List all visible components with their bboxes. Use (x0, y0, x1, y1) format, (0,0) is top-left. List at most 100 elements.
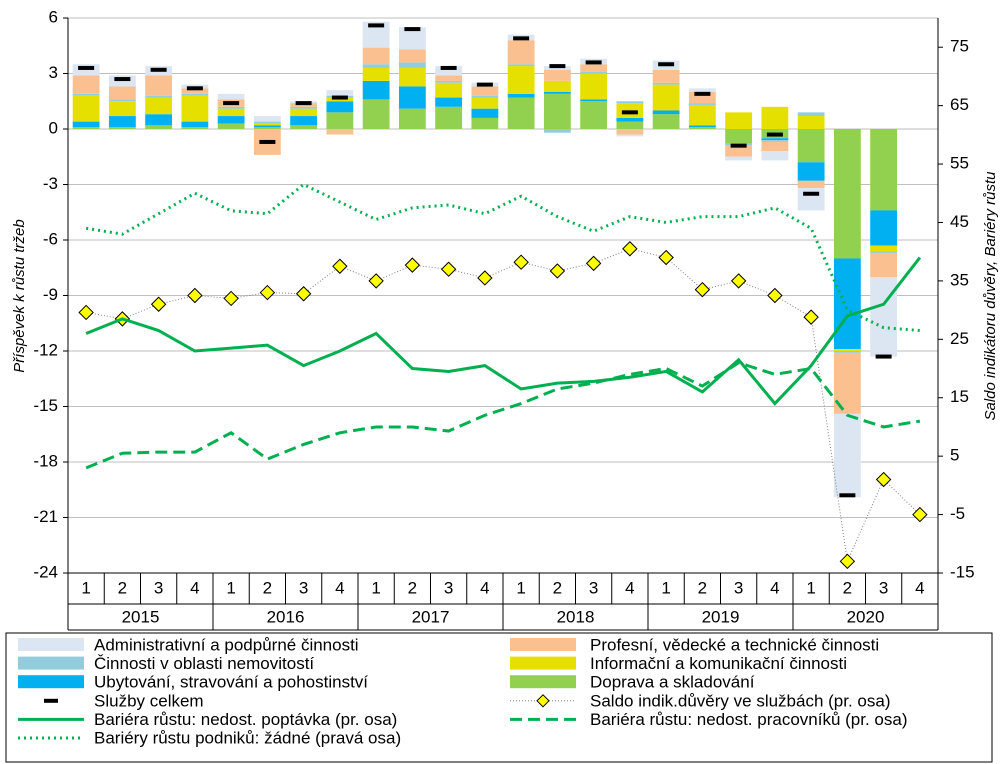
y2-tick-label: -15 (950, 562, 975, 581)
bar-segment (362, 80, 390, 100)
total-marker (295, 101, 312, 106)
bar-segment (181, 127, 209, 129)
bar-segment (797, 162, 825, 181)
y2-tick-label: 5 (950, 446, 959, 465)
bar-segment (616, 134, 644, 137)
bar-segment (725, 145, 753, 157)
bar-segment (181, 121, 209, 128)
y-tick-label: 3 (49, 63, 58, 82)
diamond-marker (440, 261, 457, 277)
bar-segment (580, 64, 608, 72)
x-tick-label: 1 (516, 578, 525, 597)
bar-segment (217, 106, 245, 109)
bar-segment (833, 349, 861, 351)
legend-box (5, 632, 993, 763)
legend-label: Bariéra růstu: nedost. poptávka (pr. osa… (94, 710, 397, 729)
x-tick-label: 3 (589, 578, 598, 597)
bar-segment (108, 86, 136, 100)
y-tick-label: -12 (33, 340, 58, 359)
bar-segment (833, 413, 861, 498)
legend-swatch (510, 675, 576, 689)
legend-label: Činnosti v oblasti nemovitostí (94, 654, 314, 673)
bar-segment (725, 112, 753, 129)
bar-segment (870, 129, 898, 211)
bar-segment (362, 47, 390, 65)
x-tick-label: 4 (190, 578, 199, 597)
y-tick-label: -9 (43, 285, 58, 304)
bar-segment (652, 114, 680, 129)
bar-segment (580, 73, 608, 100)
bar-segment (870, 245, 898, 252)
diamond-marker (513, 254, 529, 270)
y-tick-label: -3 (43, 174, 58, 193)
y-tick-label: 0 (49, 118, 58, 137)
x-tick-label: 4 (915, 578, 924, 597)
total-marker (730, 143, 747, 148)
legend-label: Informační a komunikační činnosti (590, 654, 847, 673)
legend-label: Profesní, vědecké a technické činnosti (590, 635, 879, 654)
total-marker (259, 139, 276, 144)
bar-segment (797, 129, 825, 163)
x-tick-label: 2 (263, 578, 272, 597)
bar-segment (253, 125, 281, 128)
diamond-marker (259, 284, 276, 301)
series-line (85, 182, 920, 333)
bar-segment (797, 112, 825, 117)
bar-segment (145, 114, 173, 126)
bar-segment (435, 106, 463, 129)
bar-segment (181, 95, 209, 122)
total-marker (875, 354, 892, 359)
x-tick-label: 2 (698, 578, 707, 597)
year-label: 2020 (847, 607, 885, 626)
diamond-marker (404, 257, 421, 273)
bar-segment (471, 86, 499, 96)
total-marker (513, 36, 530, 41)
legend-swatch (18, 675, 84, 689)
y-tick-label: -21 (33, 507, 58, 526)
legend-swatch (510, 638, 576, 651)
bar-segment (253, 123, 281, 126)
bar-segment (145, 125, 173, 129)
diamond-marker (78, 304, 94, 321)
bar-segment (253, 127, 281, 129)
bar-segment (108, 127, 136, 129)
bar-segment (435, 66, 463, 76)
legend-swatch (18, 656, 84, 670)
bar-segment (217, 93, 245, 100)
diamond-marker (187, 287, 203, 304)
bar-segment (725, 129, 753, 144)
y-axis-label: Příspěvek k růstu tržeb (11, 219, 28, 372)
diamond-marker (912, 506, 928, 523)
bar-segment (761, 106, 789, 129)
total-marker (186, 86, 203, 91)
bar-segment (398, 108, 426, 129)
bar-segment (181, 88, 209, 94)
bar-segment (652, 82, 680, 85)
diamond-marker (730, 273, 747, 289)
legend-swatch (18, 638, 84, 651)
total-marker (476, 82, 493, 87)
bar-segment (326, 90, 354, 96)
x-tick-label: 3 (154, 578, 163, 597)
bar-segment (725, 156, 753, 161)
y2-tick-label: 25 (950, 329, 969, 348)
bar-segment (688, 88, 716, 92)
x-tick-label: 2 (408, 578, 417, 597)
diamond-marker (803, 309, 819, 325)
legend-label: Služby celkem (94, 691, 204, 710)
year-label: 2016 (267, 607, 305, 626)
x-tick-label: 3 (299, 578, 308, 597)
x-tick-label: 1 (806, 578, 815, 597)
bar-segment (797, 180, 825, 189)
legend-swatch (510, 656, 576, 670)
bar-segment (435, 80, 463, 83)
diamond-marker (295, 286, 312, 302)
bar-segment (108, 101, 136, 117)
y2-tick-label: -5 (950, 504, 965, 523)
bar-segment (398, 27, 426, 50)
y2-tick-label: 15 (950, 387, 969, 406)
x-tick-label: 3 (734, 578, 743, 597)
bar-segment (761, 138, 789, 141)
x-tick-label: 3 (879, 578, 888, 597)
